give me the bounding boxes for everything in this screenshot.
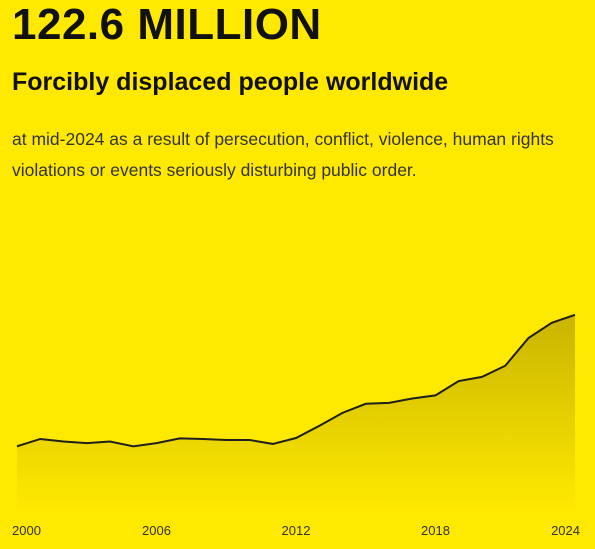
x-tick-label: 2018: [421, 523, 450, 538]
area-fill: [17, 314, 575, 510]
description: at mid-2024 as a result of persecution, …: [12, 129, 554, 180]
x-tick-label: 2006: [142, 523, 171, 538]
line: [16, 313, 576, 448]
subtitle: Forcibly displaced people worldwide: [12, 68, 449, 96]
x-tick-label: 2024: [551, 523, 580, 538]
headline: 122.6 MILLION: [12, 0, 322, 49]
x-tick-label: 2000: [12, 523, 41, 538]
x-tick-label: 2012: [282, 523, 311, 538]
